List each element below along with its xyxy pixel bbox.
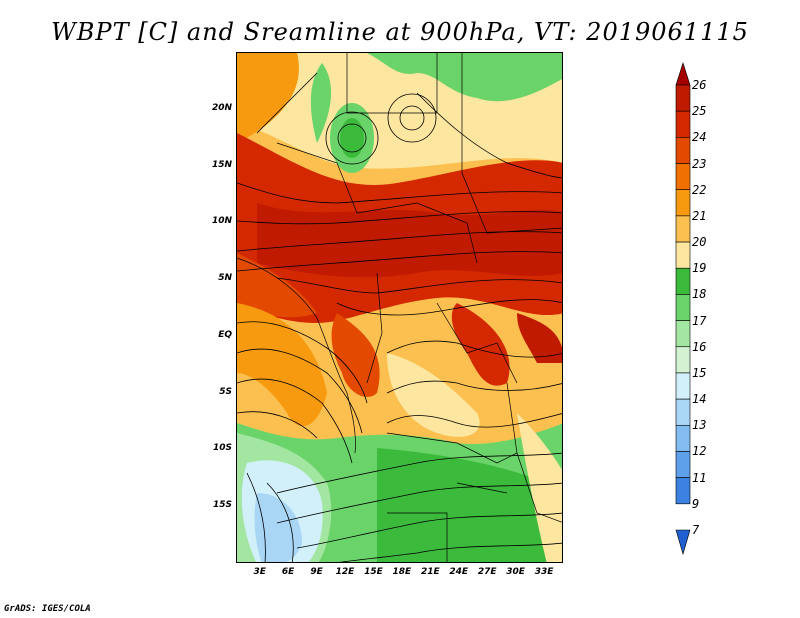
lat-label: 10S	[212, 443, 232, 454]
colorbar-label: 25	[692, 104, 707, 119]
colorbar-label: 7	[692, 523, 700, 537]
colorbar-label: 19	[692, 261, 707, 276]
lon-label: 24E	[449, 567, 469, 577]
colorbar-swatch	[675, 398, 691, 426]
colorbar-swatch	[675, 189, 691, 217]
colorbar-swatch	[675, 346, 691, 374]
colorbar-label: 9	[692, 496, 700, 511]
lon-label: 9E	[310, 567, 323, 577]
lat-label: 15S	[212, 500, 232, 511]
lat-label: EQ	[218, 329, 232, 340]
map-panel	[236, 52, 563, 563]
lat-label: 5S	[219, 386, 232, 397]
lon-label: 18E	[392, 567, 412, 577]
lon-label: 33E	[534, 567, 554, 577]
lat-label: 10N	[211, 216, 232, 227]
colorbar-label: 16	[692, 339, 707, 354]
colorbar-label: 26	[692, 78, 707, 92]
colorbar-swatch	[675, 372, 691, 400]
colorbar-swatch	[675, 451, 691, 478]
colorbar-label: 20	[692, 235, 707, 250]
colorbar-label: 17	[692, 313, 707, 328]
colorbar-label: 15	[692, 365, 707, 380]
colorbar-swatch	[675, 294, 691, 321]
field-west-coast	[237, 303, 327, 427]
chart-title: WBPT [C] and Sreamline at 900hPa, VT: 20…	[51, 18, 749, 46]
lat-label: 15N	[211, 159, 232, 170]
colorbar-label: 11	[692, 470, 707, 485]
map-field	[237, 53, 562, 562]
colorbar-label: 14	[692, 392, 707, 407]
field-north-orange	[237, 53, 299, 143]
colorbar-swatch	[675, 529, 691, 556]
colorbar-swatch	[675, 215, 691, 243]
grads-credit: GrADS: IGES/COLA	[4, 604, 91, 614]
colorbar-swatch	[675, 477, 691, 505]
colorbar-swatch	[675, 320, 691, 348]
field-sahel-core	[257, 203, 562, 278]
colorbar-swatch	[675, 241, 691, 269]
lon-label: 6E	[281, 567, 295, 577]
colorbar-swatch	[675, 267, 691, 295]
lon-label: 27E	[477, 567, 497, 577]
colorbar-label: 12	[692, 444, 707, 459]
colorbar-swatch	[675, 137, 691, 164]
colorbar-label: 13	[692, 418, 707, 433]
lon-label: 30E	[506, 567, 525, 577]
field-congo-red	[331, 313, 380, 397]
lon-label: 3E	[253, 567, 266, 577]
colorbar-swatch	[675, 424, 691, 452]
streamlines	[237, 72, 562, 562]
colorbar-label: 18	[692, 287, 707, 302]
colorbar-label: 22	[692, 182, 707, 197]
colorbar-swatch	[675, 84, 691, 112]
colorbar-swatch	[675, 62, 691, 86]
lon-label: 21E	[420, 567, 440, 577]
lon-label: 15E	[364, 567, 383, 577]
colorbar-swatch	[675, 110, 691, 138]
field-green-north	[367, 53, 562, 102]
colorbar-swatch	[675, 163, 691, 191]
lat-label: 20N	[211, 102, 232, 113]
colorbar-label: 23	[692, 156, 707, 171]
lat-label: 5N	[218, 273, 232, 284]
colorbar-label: 21	[692, 208, 707, 223]
lon-label: 12E	[335, 567, 355, 577]
colorbar-label: 24	[692, 130, 707, 145]
